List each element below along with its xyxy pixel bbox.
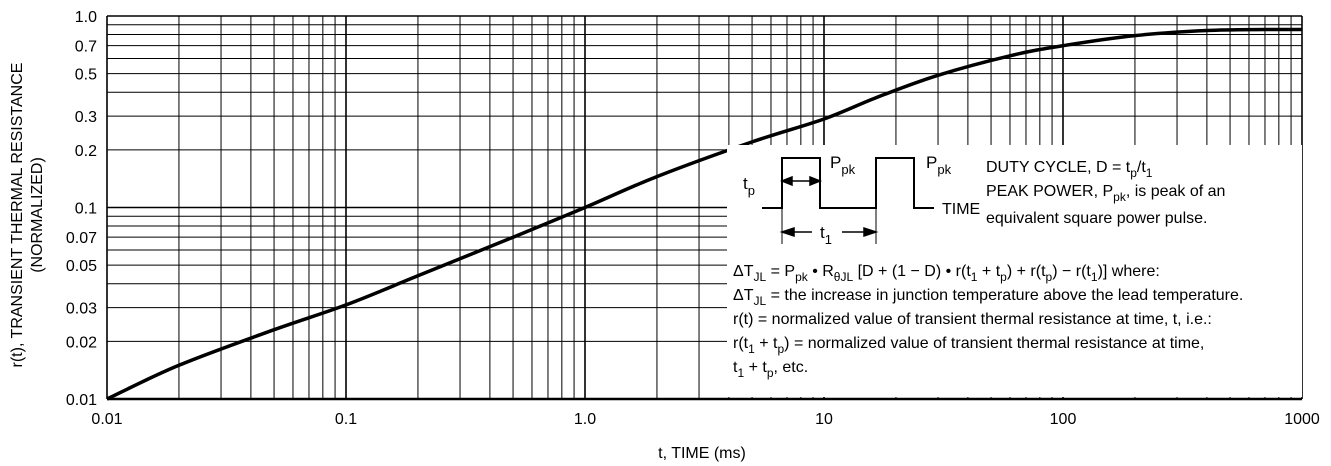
t1-label: t1 (820, 223, 832, 247)
ppk-label-1: Ppk (830, 153, 856, 177)
ppk-label-2: Ppk (926, 153, 952, 177)
x-tick-labels: 0.01 0.1 1.0 10 100 1000 (91, 411, 1319, 428)
duty-cycle-text: DUTY CYCLE, D = tp/t1 (986, 159, 1153, 180)
tp-arrow (779, 175, 823, 187)
y-tick-label: 0.1 (75, 201, 97, 218)
equation-line-2: ΔTJL = the increase in junction temperat… (733, 287, 1243, 308)
y-tick-label: 0.2 (75, 143, 97, 160)
x-tick-label: 0.1 (335, 411, 357, 428)
peak-power-text: PEAK POWER, Ppk, is peak of an (986, 183, 1225, 204)
x-tick-label: 10 (815, 411, 833, 428)
y-tick-label: 0.02 (66, 334, 97, 351)
y-tick-label: 0.07 (66, 230, 97, 247)
x-tick-label: 0.01 (91, 411, 122, 428)
equation-line-4: r(t1 + tp) = normalized value of transie… (733, 335, 1204, 356)
y-tick-label: 0.3 (75, 109, 97, 126)
x-tick-label: 1000 (1284, 411, 1320, 428)
y-tick-label: 0.7 (75, 39, 97, 56)
tp-label: tp (743, 174, 755, 198)
equivalent-text: equivalent square power pulse. (986, 210, 1207, 227)
y-axis-label-line-1: r(t), TRANSIENT THERMAL RESISTANCE (9, 63, 26, 368)
pulse-diagram (762, 157, 934, 244)
x-tick-label: 1.0 (574, 411, 596, 428)
y-tick-label: 0.5 (75, 67, 97, 84)
legend-box (727, 145, 1302, 397)
y-axis-label-line-2: (NORMALIZED) (29, 157, 46, 273)
y-tick-label: 1.0 (75, 9, 97, 26)
x-tick-label: 100 (1050, 411, 1077, 428)
series-line (106, 27, 1303, 401)
y-tick-label: 0.05 (66, 258, 97, 275)
y-tick-labels: 0.01 0.02 0.03 0.05 0.07 0.1 0.2 0.3 0.5 0.7 1.0 (66, 9, 97, 409)
t1-arrow (779, 226, 879, 238)
x-axis-label: t, TIME (ms) (658, 445, 746, 462)
time-label: TIME (942, 201, 980, 218)
equation-line-1: ΔTJL = Ppk • RθJL [D + (1 − D) • r(t1 + … (733, 263, 1160, 284)
y-tick-label: 0.03 (66, 301, 97, 318)
y-tick-label: 0.01 (66, 392, 97, 409)
equation-line-3: r(t) = normalized value of transient the… (733, 311, 1212, 328)
equation-line-5: t1 + tp, etc. (733, 359, 808, 380)
